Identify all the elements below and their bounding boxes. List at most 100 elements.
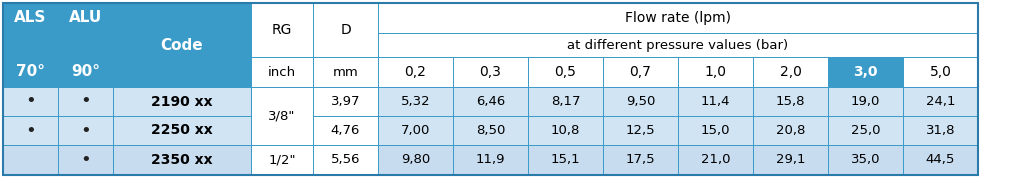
Bar [58,33,113,57]
Text: ALU: ALU [69,11,102,25]
Bar [58,57,113,87]
Bar [313,145,378,175]
Text: 3/8": 3/8" [268,109,296,122]
Text: Code: Code [161,38,204,53]
Text: 35,0: 35,0 [851,153,881,166]
Text: 44,5: 44,5 [926,153,955,166]
Bar [3,116,58,145]
Bar [903,57,978,87]
Bar [378,33,978,57]
Text: 0,5: 0,5 [555,65,577,79]
Bar [528,116,603,145]
Bar [3,57,58,87]
Text: 11,4: 11,4 [700,95,730,108]
Bar [753,145,828,175]
Bar [58,145,113,175]
Bar [251,145,313,175]
Bar [753,87,828,116]
Bar [603,57,678,87]
Text: 19,0: 19,0 [851,95,881,108]
Bar [678,57,753,87]
Bar [678,87,753,116]
Bar [903,116,978,145]
Text: inch: inch [268,66,296,78]
Bar [251,3,313,57]
Text: •: • [26,122,36,140]
Bar [313,57,378,87]
Bar [453,145,528,175]
Bar [603,116,678,145]
Text: 24,1: 24,1 [926,95,955,108]
Text: 3,97: 3,97 [331,95,360,108]
Bar [678,116,753,145]
Text: 15,0: 15,0 [700,124,730,137]
Bar [313,3,378,57]
Text: •: • [80,151,91,169]
Text: D: D [340,23,351,37]
Text: •: • [80,93,91,111]
Text: 5,0: 5,0 [930,65,951,79]
Bar [453,116,528,145]
Bar [3,87,58,116]
Bar [378,3,978,33]
Bar [528,57,603,87]
Bar [753,116,828,145]
Bar [58,87,113,116]
Text: •: • [26,93,36,111]
Text: 1,0: 1,0 [705,65,726,79]
Text: 3,0: 3,0 [853,65,878,79]
Bar [903,145,978,175]
Text: 12,5: 12,5 [626,124,655,137]
Bar [313,116,378,145]
Text: 0,7: 0,7 [630,65,651,79]
Bar [378,116,453,145]
Text: 10,8: 10,8 [551,124,581,137]
Text: 11,9: 11,9 [476,153,505,166]
Bar [251,57,313,87]
Text: •: • [80,122,91,140]
Text: 5,32: 5,32 [400,95,430,108]
Text: 90°: 90° [71,64,100,80]
Text: 8,50: 8,50 [476,124,505,137]
Text: 9,50: 9,50 [626,95,655,108]
Bar [528,87,603,116]
Text: 0,2: 0,2 [404,65,426,79]
Bar [3,33,58,57]
Bar [378,145,453,175]
Text: 2250 xx: 2250 xx [152,124,213,137]
Text: 1/2": 1/2" [268,153,296,166]
Bar [603,87,678,116]
Bar [828,87,903,116]
Text: 2190 xx: 2190 xx [152,95,213,109]
Bar [113,87,251,116]
Text: Flow rate (lpm): Flow rate (lpm) [625,11,731,25]
Text: 25,0: 25,0 [851,124,881,137]
Bar [251,87,313,145]
Bar [453,87,528,116]
Text: mm: mm [333,66,358,78]
Bar [113,116,251,145]
Text: 0,3: 0,3 [479,65,502,79]
Text: 15,1: 15,1 [551,153,581,166]
Bar [113,3,251,87]
Bar [113,145,251,175]
Bar [828,145,903,175]
Text: 20,8: 20,8 [776,124,805,137]
Bar [378,57,453,87]
Bar [828,57,903,87]
Text: 4,76: 4,76 [331,124,360,137]
Bar [603,145,678,175]
Bar [903,87,978,116]
Text: 8,17: 8,17 [551,95,581,108]
Text: 17,5: 17,5 [626,153,655,166]
Text: 9,80: 9,80 [400,153,430,166]
Bar [3,145,58,175]
Bar [528,145,603,175]
Text: ALS: ALS [14,11,47,25]
Bar [678,145,753,175]
Text: 2350 xx: 2350 xx [152,153,213,167]
Text: 2,0: 2,0 [779,65,802,79]
Text: 7,00: 7,00 [400,124,430,137]
Text: 70°: 70° [16,64,45,80]
Text: RG: RG [271,23,292,37]
